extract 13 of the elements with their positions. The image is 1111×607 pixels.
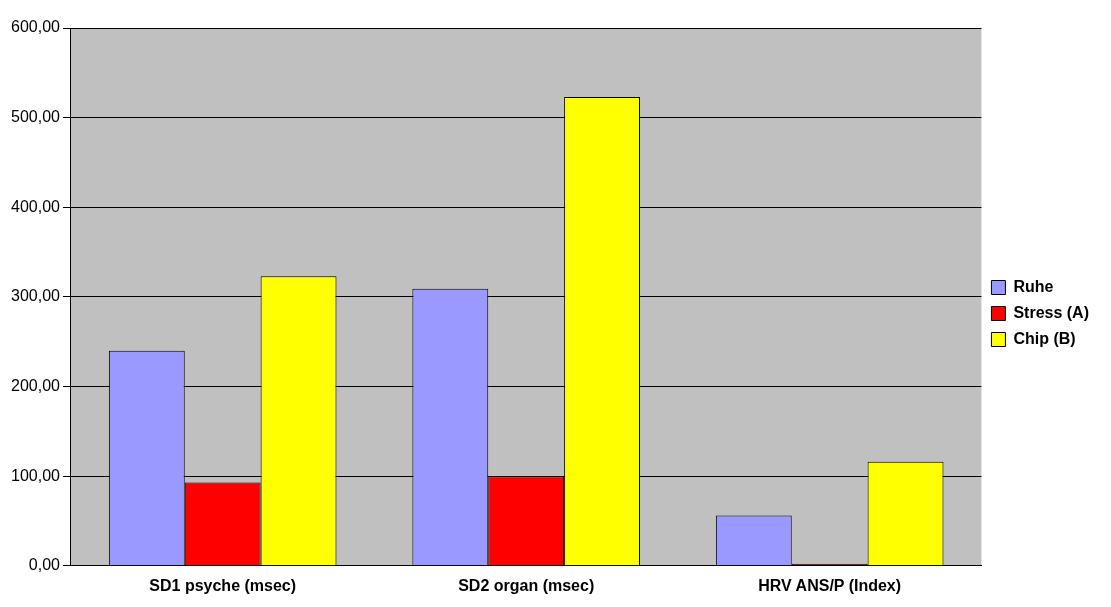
y-tick-label: 300,00 [11,287,61,305]
x-tick-label: SD2 organ (msec) [458,576,595,594]
x-tick-label: SD1 psyche (msec) [149,576,297,594]
y-tick-label: 400,00 [11,197,61,215]
x-tick-label: HRV ANS/P (Index) [758,576,902,594]
y-tick-label: 600,00 [11,18,61,36]
legend-label: Ruhe [1013,277,1054,295]
y-tick-label: 200,00 [11,376,61,394]
legend-label: Stress (A) [1013,303,1089,321]
legend-label: Chip (B) [1013,329,1076,347]
y-tick-label: 500,00 [11,108,61,126]
y-tick-label: 0,00 [28,556,61,574]
y-tick-label: 100,00 [11,466,61,484]
